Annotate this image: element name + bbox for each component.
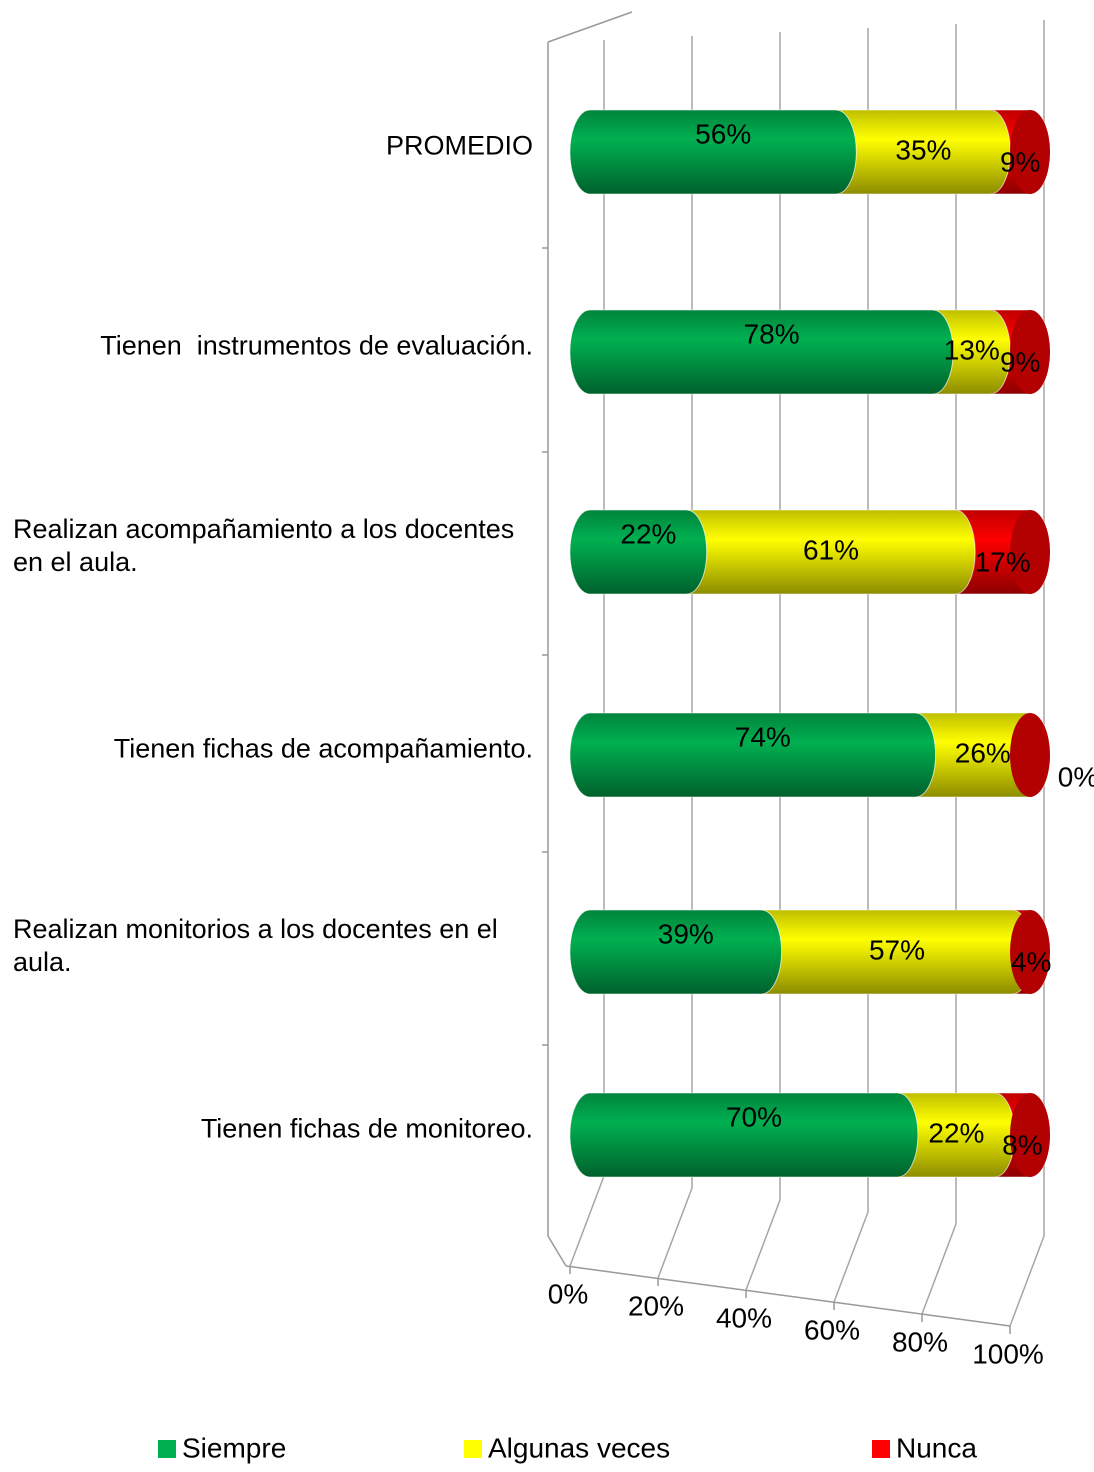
x-tick-label: 80% — [892, 1326, 948, 1357]
data-label: 26% — [955, 737, 1011, 768]
floor-grid-line — [657, 1187, 693, 1279]
legend-swatch — [158, 1440, 176, 1458]
bar-end-cap — [1010, 510, 1050, 594]
x-tick-label: 0% — [548, 1278, 588, 1309]
data-label: 70% — [726, 1101, 782, 1132]
data-label: 4% — [1011, 946, 1051, 977]
category-label: Realizan acompañamiento a los docentes e… — [13, 514, 522, 577]
category-label: Tienen fichas de monitoreo. — [200, 1113, 533, 1144]
floor-grid-line — [1009, 1235, 1045, 1327]
x-tick-label: 100% — [972, 1338, 1044, 1369]
bar-end-cap — [1010, 310, 1050, 394]
axis-wall — [547, 11, 633, 43]
x-tick-label: 60% — [804, 1314, 860, 1345]
x-tick-label: 40% — [716, 1302, 772, 1333]
data-label: 35% — [895, 134, 951, 165]
data-label: 0% — [1058, 761, 1094, 792]
data-label: 39% — [658, 918, 714, 949]
data-label: 56% — [695, 118, 751, 149]
data-label: 57% — [869, 934, 925, 965]
category-label: Realizan monitorios a los docentes en el… — [13, 914, 506, 977]
bar-end-cap — [1010, 1093, 1050, 1177]
floor-grid-line — [921, 1223, 957, 1315]
legend-swatch — [464, 1440, 482, 1458]
bar-end-cap — [1010, 110, 1050, 194]
legend-label: Nunca — [896, 1432, 977, 1463]
x-tick-label: 20% — [628, 1290, 684, 1321]
legend-label: Siempre — [182, 1432, 286, 1463]
floor-grid-line — [569, 1175, 605, 1267]
category-label: Tienen instrumentos de evaluación. — [100, 330, 533, 361]
data-label: 22% — [928, 1117, 984, 1148]
data-label: 78% — [744, 318, 800, 349]
category-label: Tienen fichas de acompañamiento. — [113, 733, 533, 764]
data-label: 9% — [1000, 146, 1040, 177]
data-label: 13% — [944, 334, 1000, 365]
data-label: 17% — [975, 546, 1031, 577]
data-label: 74% — [735, 721, 791, 752]
data-label: 61% — [803, 534, 859, 565]
bar-end-cap — [1010, 713, 1050, 797]
category-label: PROMEDIO — [385, 130, 533, 161]
data-label: 9% — [1000, 346, 1040, 377]
bar-end-cap — [1010, 910, 1050, 994]
floor-grid-line — [745, 1199, 781, 1291]
axis-floor — [565, 1265, 1011, 1327]
axis-floor — [547, 1235, 567, 1267]
legend-label: Algunas veces — [488, 1432, 670, 1463]
legend-swatch — [872, 1440, 890, 1458]
floor-grid-line — [833, 1211, 869, 1303]
data-label: 22% — [620, 518, 676, 549]
data-label: 8% — [1002, 1129, 1042, 1160]
